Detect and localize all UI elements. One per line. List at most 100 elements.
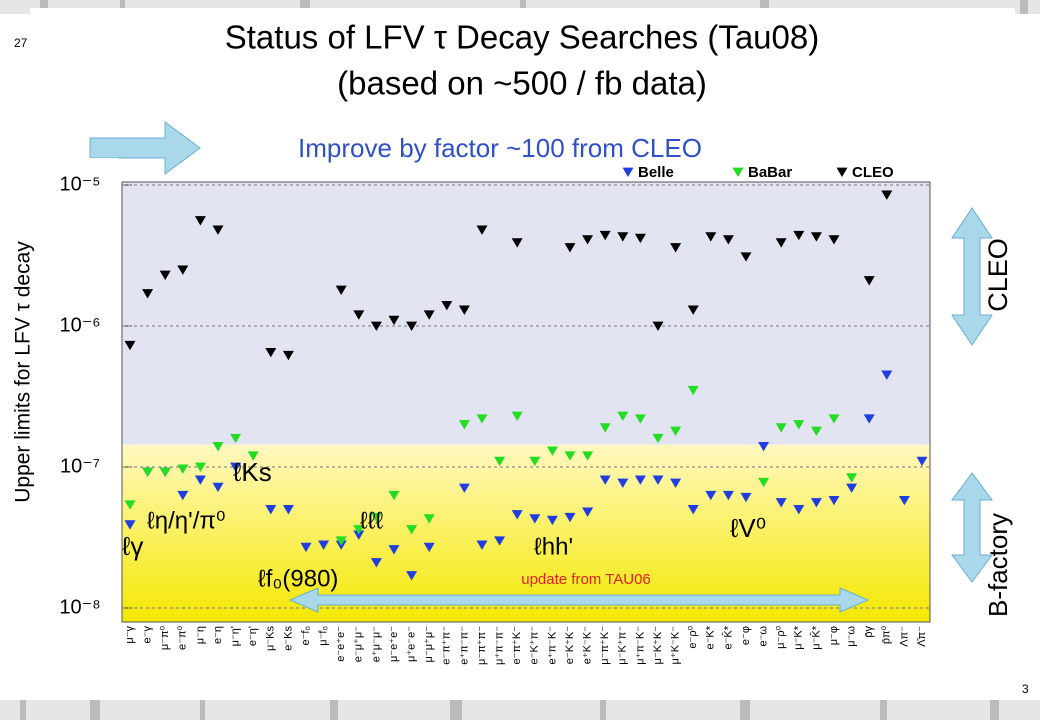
- marker: [511, 238, 523, 248]
- legend-marker: [732, 167, 744, 177]
- marker: [546, 515, 558, 526]
- marker: [828, 495, 840, 506]
- marker: [353, 310, 365, 320]
- marker: [406, 321, 418, 331]
- y-tick-label: 10⁻⁶: [59, 314, 100, 336]
- marker: [476, 540, 488, 550]
- x-tick-label: e⁻K⁺K⁻: [564, 626, 576, 664]
- marker: [810, 232, 822, 242]
- marker: [670, 243, 682, 253]
- x-tick-label: e⁻ρ⁰: [687, 625, 699, 648]
- x-tick-label: μ⁻π⁺π⁻: [476, 626, 488, 665]
- cleo-arrow: [951, 207, 993, 346]
- title: Status of LFV τ Decay Searches (Tau08): [225, 19, 819, 56]
- marker: [722, 235, 734, 245]
- marker: [353, 530, 365, 540]
- x-tick-label: μ⁻K̄*: [810, 625, 823, 649]
- x-tick-label: μ⁻γ: [124, 626, 136, 644]
- marker: [177, 265, 189, 275]
- marker: [194, 462, 206, 472]
- marker: [617, 411, 629, 421]
- marker: [740, 492, 752, 503]
- marker: [634, 414, 646, 424]
- annotation: B-factory: [983, 513, 1013, 617]
- x-tick-label: μ⁻e⁺e⁻: [388, 626, 400, 662]
- marker: [370, 321, 382, 331]
- annotation: ℓV⁰: [730, 513, 766, 543]
- marker: [564, 451, 576, 461]
- y-tick-label: 10⁻⁷: [60, 455, 100, 477]
- marker: [212, 225, 224, 235]
- marker: [564, 243, 576, 253]
- page-number: 27: [14, 36, 28, 50]
- marker: [511, 510, 523, 520]
- marker: [599, 423, 611, 433]
- x-tick-label: e⁻K⁺π⁻: [529, 626, 541, 665]
- annotation: ℓℓℓ: [360, 507, 384, 534]
- marker: [230, 433, 242, 444]
- x-tick-label: e⁻γ: [142, 626, 154, 644]
- marker: [529, 514, 541, 524]
- x-tick-label: e⁻π⁺K⁻: [511, 626, 523, 665]
- y-label-box: [22, 158, 118, 634]
- marker: [546, 446, 558, 456]
- x-tick-label: μ⁻K*: [793, 625, 805, 649]
- marker: [370, 512, 382, 523]
- marker: [388, 490, 400, 501]
- marker: [370, 558, 382, 568]
- marker: [687, 385, 699, 396]
- marker: [177, 464, 189, 474]
- marker: [863, 414, 875, 424]
- legend-marker: [622, 167, 634, 177]
- marker: [494, 456, 506, 467]
- marker: [599, 230, 611, 241]
- x-tick-label: e⁻e⁺e⁻: [335, 626, 347, 662]
- x-tick-label: e⁻ω: [758, 626, 770, 647]
- marker: [652, 475, 664, 485]
- marker: [775, 423, 787, 433]
- legend-label: BaBar: [748, 164, 792, 181]
- marker: [230, 462, 242, 472]
- marker: [898, 495, 910, 506]
- marker: [705, 490, 717, 501]
- annotation: ℓKs: [233, 457, 272, 487]
- marker: [775, 498, 787, 508]
- marker: [670, 426, 682, 436]
- x-tick-label: μ⁺e⁻e⁻: [406, 626, 418, 662]
- marker: [159, 467, 171, 478]
- marker: [564, 512, 576, 523]
- x-tick-label: μ⁻K⁺π⁻: [617, 626, 629, 665]
- x-tick-label: e⁻π⁺π⁻: [441, 626, 453, 665]
- legend-marker: [836, 167, 848, 177]
- marker: [423, 310, 435, 320]
- marker: [617, 478, 629, 488]
- marker: [793, 230, 805, 241]
- marker: [652, 321, 664, 331]
- marker: [793, 505, 805, 515]
- marker: [494, 536, 506, 546]
- marker: [846, 473, 858, 483]
- marker: [265, 505, 277, 515]
- plot-frame: [121, 181, 931, 623]
- marker: [194, 216, 206, 226]
- x-tick-label: e⁻π⁰: [177, 625, 189, 650]
- annotation: CLEO: [983, 238, 1013, 312]
- page-number: 3: [1022, 682, 1029, 696]
- marker: [793, 420, 805, 430]
- x-tick-label: e⁺π⁻K⁻: [546, 626, 558, 665]
- marker: [810, 426, 822, 436]
- marker: [124, 500, 136, 510]
- marker: [529, 456, 541, 467]
- update-arrow: [288, 587, 870, 613]
- marker: [194, 475, 206, 485]
- x-tick-label: μ⁺K⁻K⁻: [670, 626, 682, 665]
- subtitle: (based on ~500 / fb data): [337, 65, 707, 102]
- title-box: [30, 8, 1015, 112]
- marker: [124, 520, 136, 530]
- marker: [476, 225, 488, 235]
- marker: [670, 478, 682, 488]
- x-tick-label: μ⁻ω: [846, 626, 858, 647]
- x-tick-label: e⁺μ⁻μ⁻: [370, 626, 382, 662]
- x-tick-label: e⁻f₀: [300, 626, 312, 646]
- annotation: ℓf₀(980): [258, 565, 338, 592]
